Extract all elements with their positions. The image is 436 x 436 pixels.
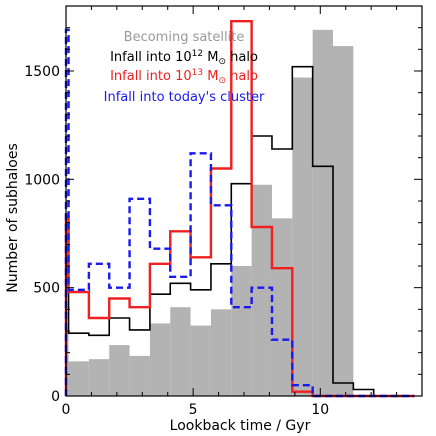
bar-becoming-satellite	[210, 309, 232, 396]
legend-entry-0: Becoming satellite	[124, 30, 245, 45]
bar-becoming-satellite	[109, 345, 130, 396]
bar-becoming-satellite	[251, 184, 272, 396]
bar-becoming-satellite	[190, 325, 211, 396]
ticks-layer	[65, 5, 423, 397]
legend-entry-3: Infall into today's cluster	[104, 90, 265, 105]
bar-becoming-satellite	[88, 359, 110, 396]
series-line-1	[65, 65, 415, 397]
legend-entry-1: Infall into 1012 M⊙ halo	[110, 49, 258, 67]
y-tick-label: 0	[51, 389, 60, 405]
y-tick-label: 1000	[24, 172, 60, 188]
legend-entry-2: Infall into 1013 M⊙ halo	[110, 68, 258, 86]
x-tick-label: 0	[62, 402, 71, 418]
x-tick-label: 5	[189, 402, 198, 418]
bar-becoming-satellite	[170, 307, 191, 396]
y-axis-label: Number of subhaloes	[5, 143, 21, 293]
bar-becoming-satellite	[149, 323, 171, 396]
bar-becoming-satellite	[312, 29, 333, 396]
bar-becoming-satellite	[333, 46, 354, 396]
y-tick-label: 1500	[24, 64, 60, 80]
legend: Becoming satellite Infall into 1012 M⊙ ha…	[104, 30, 265, 105]
series-lines-layer	[64, 19, 415, 398]
y-tick-label: 500	[33, 281, 60, 297]
bar-becoming-satellite	[68, 361, 89, 396]
bar-becoming-satellite	[66, 329, 69, 396]
bar-becoming-satellite	[271, 218, 293, 396]
bar-becoming-satellite	[292, 77, 313, 396]
bar-becoming-satellite	[231, 266, 252, 396]
bar-becoming-satellite	[129, 355, 150, 396]
x-tick-label: 10	[311, 402, 329, 418]
series-line-2	[64, 19, 415, 398]
x-axis-label: Lookback time / Gyr	[170, 418, 311, 434]
series-line-3	[64, 28, 415, 398]
bars-layer	[66, 29, 354, 396]
tick-labels-layer: 0 5 10 0 500 1000 1500	[24, 64, 329, 418]
